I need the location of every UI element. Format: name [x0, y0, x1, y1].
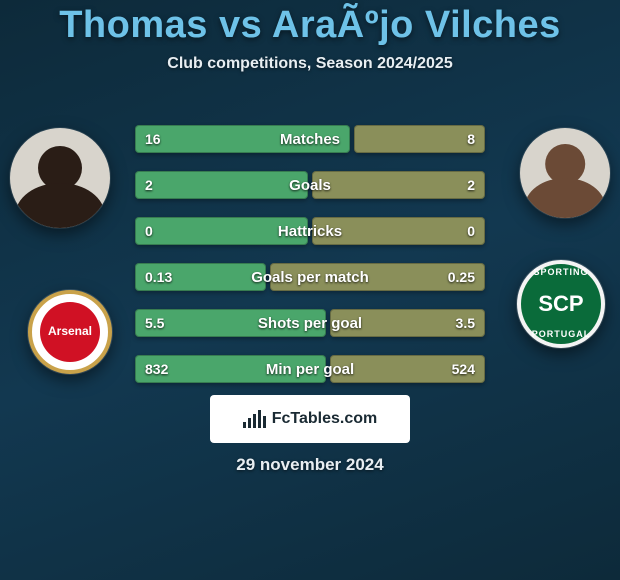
- stat-row: Goals per match0.130.25: [135, 263, 485, 291]
- stat-value-right: 0: [467, 217, 475, 245]
- comparison-title: Thomas vs AraÃºjo Vilches: [0, 0, 620, 47]
- mini-bar: [243, 422, 246, 428]
- stat-value-right: 8: [467, 125, 475, 153]
- club1-crest: Arsenal: [28, 290, 112, 374]
- mini-bar: [253, 414, 256, 428]
- stat-value-right: 3.5: [456, 309, 475, 337]
- stat-row: Goals22: [135, 171, 485, 199]
- player1-name: Thomas: [59, 4, 208, 46]
- stat-value-left: 5.5: [145, 309, 164, 337]
- mini-bar: [263, 416, 266, 428]
- stat-bar-right: [312, 171, 485, 199]
- stat-value-right: 0.25: [448, 263, 475, 291]
- club2-crest-top-text: SPORTING: [521, 268, 601, 278]
- stat-value-left: 832: [145, 355, 168, 383]
- stat-value-left: 0.13: [145, 263, 172, 291]
- stat-bar-left: [135, 125, 350, 153]
- stat-bar-right: [354, 125, 485, 153]
- stat-row: Min per goal832524: [135, 355, 485, 383]
- stat-value-left: 0: [145, 217, 153, 245]
- attribution-text: FcTables.com: [272, 410, 378, 428]
- silhouette-body: [15, 183, 105, 228]
- stat-row: Hattricks00: [135, 217, 485, 245]
- stat-value-right: 2: [467, 171, 475, 199]
- club1-crest-inner: Arsenal: [40, 302, 100, 362]
- club2-crest: SPORTING SCP PORTUGAL: [517, 260, 605, 348]
- player2-portrait: [520, 128, 610, 218]
- stat-row: Matches168: [135, 125, 485, 153]
- mini-bar: [258, 410, 261, 428]
- comparison-date: 29 november 2024: [0, 455, 620, 475]
- player2-silhouette: [520, 128, 610, 218]
- comparison-subtitle: Club competitions, Season 2024/2025: [0, 55, 620, 73]
- attribution-badge: FcTables.com: [210, 395, 410, 443]
- player1-silhouette: [10, 128, 110, 228]
- stat-value-right: 524: [452, 355, 475, 383]
- club2-crest-center-text: SCP: [538, 292, 583, 316]
- vs-separator: vs: [219, 4, 262, 46]
- player1-portrait: [10, 128, 110, 228]
- club2-crest-bottom-text: PORTUGAL: [521, 330, 601, 340]
- stat-bar-left: [135, 171, 308, 199]
- player2-name: AraÃºjo Vilches: [272, 4, 561, 46]
- stat-value-left: 16: [145, 125, 161, 153]
- silhouette-body: [525, 178, 606, 219]
- stat-value-left: 2: [145, 171, 153, 199]
- stat-row: Shots per goal5.53.5: [135, 309, 485, 337]
- stat-bar-left: [135, 217, 308, 245]
- mini-bar: [248, 418, 251, 428]
- club1-crest-text: Arsenal: [48, 325, 92, 338]
- club2-crest-ring: SPORTING SCP PORTUGAL: [517, 260, 605, 348]
- bar-chart-icon: [243, 410, 266, 428]
- stats-container: Matches168Goals22Hattricks00Goals per ma…: [135, 125, 485, 401]
- stat-bar-right: [312, 217, 485, 245]
